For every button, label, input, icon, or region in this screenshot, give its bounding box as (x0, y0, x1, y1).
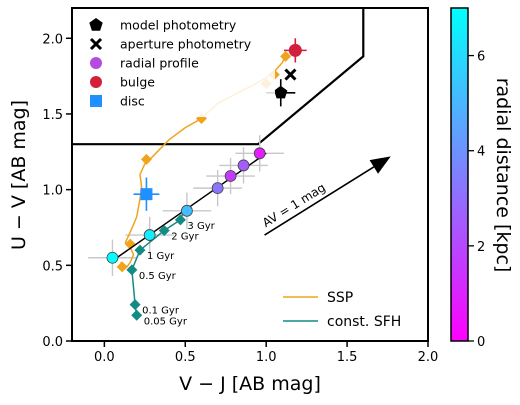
model-marker (274, 85, 288, 99)
x-tick-label: 0.0 (94, 350, 115, 365)
sfh-age-label: 0.05 Gyr (144, 316, 188, 327)
radial-profile-point (253, 147, 266, 160)
bulge-marker (288, 43, 302, 57)
y-tick-label: 1.0 (42, 184, 63, 199)
legend-label: disc (120, 94, 145, 109)
radial-profile-point (224, 170, 237, 182)
line-legend-label: const. SFH (327, 314, 401, 330)
sfh-age-label: 0.1 Gyr (142, 306, 180, 317)
legend-marker-square (90, 95, 102, 107)
disc-marker (140, 188, 153, 201)
legend-marker-x (89, 37, 103, 51)
legend: model photometry aperture photometry radia… (80, 12, 275, 117)
sfh-marker (126, 264, 138, 276)
radial-profile-point (143, 229, 156, 241)
reddening-vector-head (369, 156, 391, 174)
axes-frame (71, 7, 429, 342)
sfh-marker (131, 309, 143, 321)
sfh-marker (158, 225, 170, 237)
y-tick-label: 2.0 (42, 32, 63, 47)
sfh-marker (174, 214, 186, 226)
x-tick-label: 1.0 (256, 350, 277, 365)
ssp-marker (116, 261, 128, 273)
sfh-marker (129, 299, 141, 311)
y-tick-label: 1.5 (42, 108, 63, 123)
reddening-vector-shaft (264, 166, 375, 236)
line-legend-label: SSP (327, 290, 353, 306)
y-tick-label: 0.5 (42, 259, 63, 274)
aperture-marker-b (284, 68, 297, 81)
sfh-age-label: 3 Gyr (187, 221, 215, 232)
ssp-marker (140, 153, 152, 165)
x-tick-label: 1.5 (337, 350, 358, 365)
legend-marker-circle (90, 76, 102, 88)
x-tick-label: 2.0 (418, 350, 439, 365)
legend-label: aperture photometry (120, 37, 252, 52)
sfh-age-label: 0.5 Gyr (139, 271, 177, 282)
sfh-track-line (131, 210, 185, 316)
legend-marker-circle (90, 57, 102, 69)
colorbar-tick-label: 0 (477, 335, 485, 350)
radial-profile-point (106, 251, 119, 264)
axis-ticks: 0.0 0.5 1.0 1.5 2.0 0.0 0.5 1.0 1.5 2.0 (42, 32, 438, 365)
legend-label: model photometry (120, 18, 237, 33)
colorbar-tick-label: 6 (477, 50, 485, 65)
ssp-marker (280, 50, 292, 62)
y-axis-label: U − V [AB mag] (8, 100, 30, 250)
sfh-marker (134, 244, 146, 256)
radial-profile-point (180, 204, 193, 217)
legend-label: radial profile (120, 56, 199, 71)
radial-profile-point (211, 182, 224, 195)
colorbar-label: radial distance [kpc] (492, 78, 514, 273)
colorbar-tick-label: 4 (477, 145, 485, 160)
line-legend: SSP const. SFH (283, 290, 401, 330)
x-tick-label: 0.5 (175, 350, 196, 365)
reddening-vector-label: AV = 1 mag (260, 180, 328, 230)
x-axis-label: V − J [AB mag] (179, 373, 321, 395)
sfh-age-label: 2 Gyr (171, 232, 199, 243)
legend-entries: model photometry aperture photometry radia… (89, 18, 252, 109)
legend-label: bulge (120, 75, 155, 90)
y-tick-label: 0.0 (42, 335, 63, 350)
colorbar-gradient (450, 7, 469, 342)
sfh-age-label: 1 Gyr (147, 251, 175, 262)
legend-box (80, 12, 275, 117)
radial-profile-point (237, 159, 250, 172)
colorbar: 0 2 4 6 radial distance [kpc] (450, 7, 514, 350)
legend-marker-pentagon (89, 18, 103, 31)
colorbar-tick-label: 2 (477, 240, 485, 255)
colorbar-ticks: 0 2 4 6 (468, 50, 485, 350)
